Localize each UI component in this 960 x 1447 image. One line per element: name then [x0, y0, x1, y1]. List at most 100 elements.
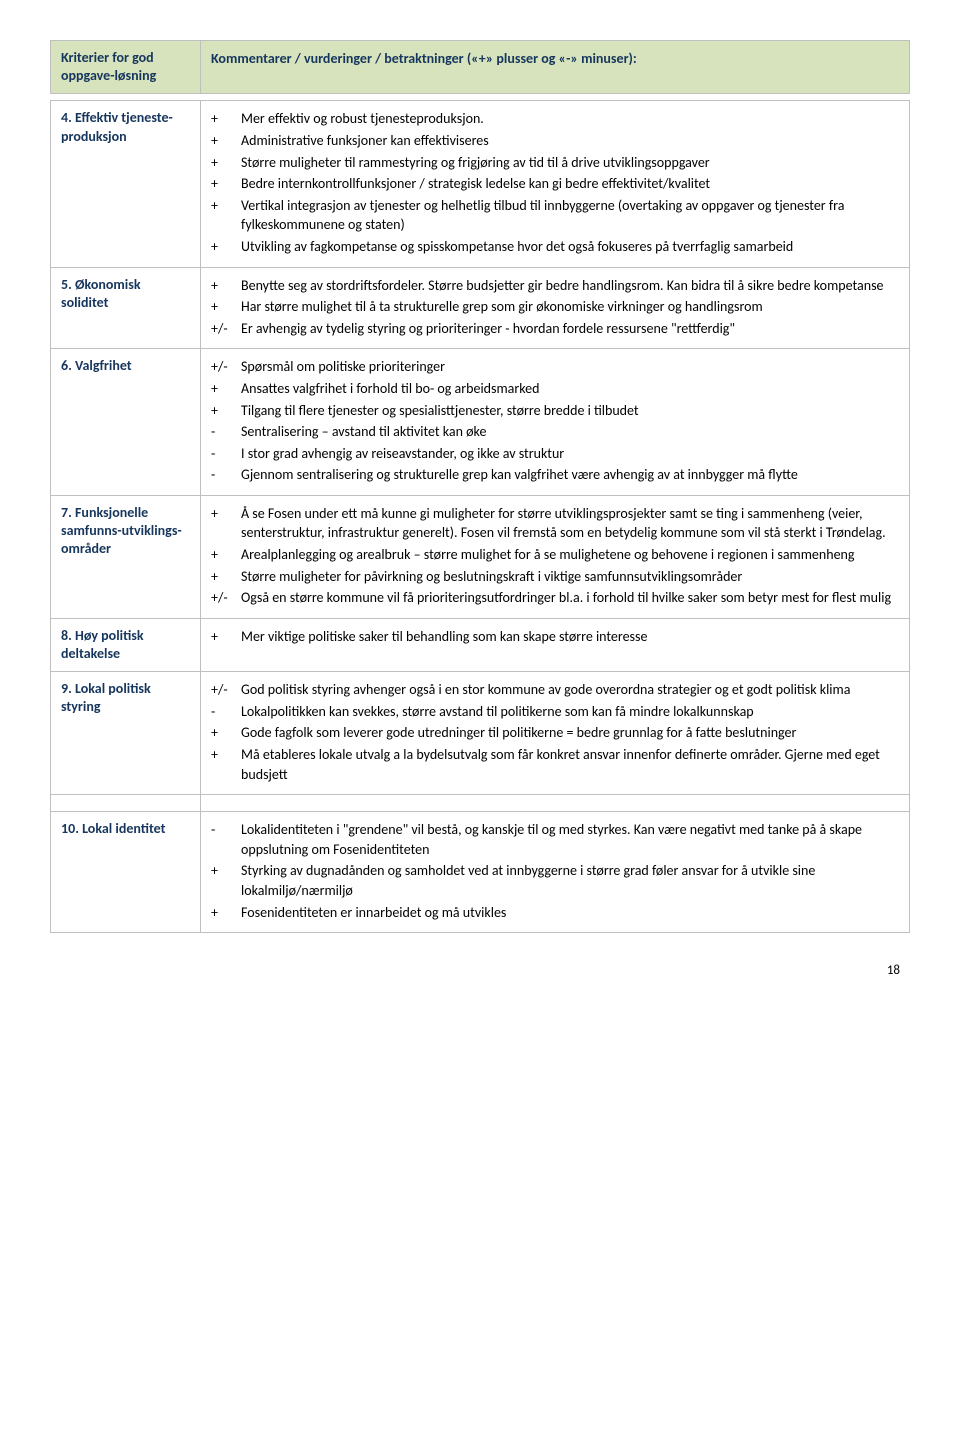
comment-sign: +	[211, 723, 241, 743]
criterion-label: 10. Lokal identitet	[51, 812, 201, 933]
comment-text: Å se Fosen under ett må kunne gi mulighe…	[241, 504, 899, 543]
comment-sign: +	[211, 903, 241, 923]
comment-sign: +	[211, 567, 241, 587]
table-row: 8. Høy politisk deltakelse +Mer viktige p…	[51, 618, 910, 671]
criterion-comments: +Mer viktige politiske saker til behandl…	[201, 618, 910, 671]
comment-line: +Gode fagfolk som leverer gode utredning…	[211, 723, 899, 743]
comment-line: +Tilgang til flere tjenester og spesiali…	[211, 401, 899, 421]
criterion-comments: +Benytte seg av stordriftsfordeler. Stør…	[201, 267, 910, 349]
comment-sign: +	[211, 545, 241, 565]
comment-sign: +	[211, 627, 241, 647]
comment-text: Sentralisering – avstand til aktivitet k…	[241, 422, 899, 442]
comment-text: Større muligheter til rammestyring og fr…	[241, 153, 899, 173]
comment-text: Spørsmål om politiske prioriteringer	[241, 357, 899, 377]
table-header-row: Kriterier for god oppgave-løsning Kommen…	[51, 41, 910, 94]
comment-sign: -	[211, 444, 241, 464]
comment-line: +Benytte seg av stordriftsfordeler. Stør…	[211, 276, 899, 296]
table-row: 10. Lokal identitet-Lokalidentiteten i "…	[51, 812, 910, 933]
page-number: 18	[50, 963, 910, 978]
comment-line: +Å se Fosen under ett må kunne gi muligh…	[211, 504, 899, 543]
comment-line: -Sentralisering – avstand til aktivitet …	[211, 422, 899, 442]
table-row: 7. Funksjonelle samfunns-utviklings-områ…	[51, 495, 910, 618]
comment-sign: -	[211, 702, 241, 722]
comment-text: Mer effektiv og robust tjenesteproduksjo…	[241, 109, 899, 129]
comment-line: +Arealplanlegging og arealbruk – større …	[211, 545, 899, 565]
criterion-comments: +Mer effektiv og robust tjenesteproduksj…	[201, 101, 910, 267]
comment-sign: +	[211, 861, 241, 900]
criterion-label: 7. Funksjonelle samfunns-utviklings-områ…	[51, 495, 201, 618]
comment-text: Bedre internkontrollfunksjoner / strateg…	[241, 174, 899, 194]
table-row: 6. Valgfrihet +/-Spørsmål om politiske pr…	[51, 349, 910, 496]
criterion-label: 9. Lokal politisk styring	[51, 672, 201, 795]
comment-line: -Lokalidentiteten i "grendene" vil bestå…	[211, 820, 899, 859]
comment-text: Også en større kommune vil få prioriteri…	[241, 588, 899, 608]
comment-line: +/-Også en større kommune vil få priorit…	[211, 588, 899, 608]
comment-text: Administrative funksjoner kan effektivis…	[241, 131, 899, 151]
criterion-label: 8. Høy politisk deltakelse	[51, 618, 201, 671]
comment-sign: +	[211, 109, 241, 129]
comment-text: Gjennom sentralisering og strukturelle g…	[241, 465, 899, 485]
comment-line: +Mer viktige politiske saker til behandl…	[211, 627, 899, 647]
comment-line: +/-Spørsmål om politiske prioriteringer	[211, 357, 899, 377]
comment-text: Må etableres lokale utvalg a la bydelsut…	[241, 745, 899, 784]
comment-text: Gode fagfolk som leverer gode utredninge…	[241, 723, 899, 743]
comment-text: I stor grad avhengig av reiseavstander, …	[241, 444, 899, 464]
header-right: Kommentarer / vurderinger / betraktninge…	[201, 41, 910, 94]
criterion-label: 6. Valgfrihet	[51, 349, 201, 496]
comment-text: Større muligheter for påvirkning og besl…	[241, 567, 899, 587]
header-left: Kriterier for god oppgave-løsning	[51, 41, 201, 94]
comment-line: +Styrking av dugnadånden og samholdet ve…	[211, 861, 899, 900]
comment-text: Styrking av dugnadånden og samholdet ved…	[241, 861, 899, 900]
comment-line: +Mer effektiv og robust tjenesteproduksj…	[211, 109, 899, 129]
criterion-label: 4. Effektiv tjeneste-produksjon	[51, 101, 201, 267]
comment-sign: +/-	[211, 357, 241, 377]
comment-line: +Vertikal integrasjon av tjenester og he…	[211, 196, 899, 235]
comment-sign: +/-	[211, 588, 241, 608]
comment-text: Er avhengig av tydelig styring og priori…	[241, 319, 899, 339]
comment-line: -Gjennom sentralisering og strukturelle …	[211, 465, 899, 485]
comment-text: Ansattes valgfrihet i forhold til bo- og…	[241, 379, 899, 399]
comment-text: Har større mulighet til å ta strukturell…	[241, 297, 899, 317]
comment-sign: +	[211, 174, 241, 194]
comment-sign: +	[211, 379, 241, 399]
comment-sign: -	[211, 422, 241, 442]
comment-line: -I stor grad avhengig av reiseavstander,…	[211, 444, 899, 464]
comment-line: +Ansattes valgfrihet i forhold til bo- o…	[211, 379, 899, 399]
comment-sign: -	[211, 465, 241, 485]
comment-sign: +/-	[211, 680, 241, 700]
comment-line: +Administrative funksjoner kan effektivi…	[211, 131, 899, 151]
comment-sign: +/-	[211, 319, 241, 339]
spacer-row	[51, 795, 910, 812]
comment-line: -Lokalpolitikken kan svekkes, større avs…	[211, 702, 899, 722]
comment-text: God politisk styring avhenger også i en …	[241, 680, 899, 700]
comment-line: +Større muligheter for påvirkning og bes…	[211, 567, 899, 587]
criterion-comments: +/-God politisk styring avhenger også i …	[201, 672, 910, 795]
criteria-body-table: 4. Effektiv tjeneste-produksjon+Mer effe…	[50, 100, 910, 933]
comment-sign: +	[211, 131, 241, 151]
criteria-table: Kriterier for god oppgave-løsning Kommen…	[50, 40, 910, 94]
comment-sign: +	[211, 237, 241, 257]
comment-sign: +	[211, 276, 241, 296]
table-row: 9. Lokal politisk styring +/-God politisk…	[51, 672, 910, 795]
comment-text: Lokalidentiteten i "grendene" vil bestå,…	[241, 820, 899, 859]
comment-line: +Fosenidentiteten er innarbeidet og må u…	[211, 903, 899, 923]
comment-line: +Bedre internkontrollfunksjoner / strate…	[211, 174, 899, 194]
comment-sign: +	[211, 745, 241, 784]
comment-text: Benytte seg av stordriftsfordeler. Størr…	[241, 276, 899, 296]
comment-text: Lokalpolitikken kan svekkes, større avst…	[241, 702, 899, 722]
comment-sign: +	[211, 196, 241, 235]
comment-line: +/-Er avhengig av tydelig styring og pri…	[211, 319, 899, 339]
comment-sign: +	[211, 297, 241, 317]
comment-line: +Må etableres lokale utvalg a la bydelsu…	[211, 745, 899, 784]
comment-text: Arealplanlegging og arealbruk – større m…	[241, 545, 899, 565]
criterion-comments: +Å se Fosen under ett må kunne gi muligh…	[201, 495, 910, 618]
comment-sign: -	[211, 820, 241, 859]
comment-text: Vertikal integrasjon av tjenester og hel…	[241, 196, 899, 235]
comment-line: +Utvikling av fagkompetanse og spisskomp…	[211, 237, 899, 257]
comment-sign: +	[211, 153, 241, 173]
comment-line: +/-God politisk styring avhenger også i …	[211, 680, 899, 700]
criterion-label: 5. Økonomisk soliditet	[51, 267, 201, 349]
comment-line: +Har større mulighet til å ta strukturel…	[211, 297, 899, 317]
comment-sign: +	[211, 504, 241, 543]
comment-line: +Større muligheter til rammestyring og f…	[211, 153, 899, 173]
